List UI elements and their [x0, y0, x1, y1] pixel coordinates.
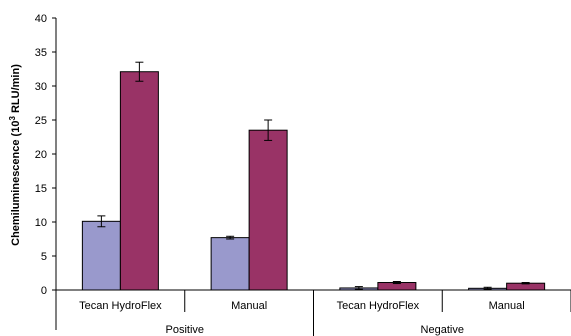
y-tick-label: 35	[35, 47, 47, 59]
y-tick-label: 5	[41, 251, 47, 263]
x-category-label: Manual	[231, 300, 267, 312]
y-tick-label: 25	[35, 115, 47, 127]
y-tick-label: 10	[35, 217, 47, 229]
x-category-label: Tecan HydroFlex	[79, 300, 162, 312]
bar	[82, 221, 120, 290]
x-group-label: Negative	[421, 324, 464, 336]
x-category-label: Tecan HydroFlex	[337, 300, 420, 312]
bar	[211, 238, 249, 290]
y-tick-label: 40	[35, 13, 47, 25]
x-group-label: Positive	[165, 324, 204, 336]
x-category-label: Manual	[489, 300, 525, 312]
y-tick-label: 20	[35, 149, 47, 161]
bar	[249, 130, 287, 290]
y-tick-label: 15	[35, 183, 47, 195]
y-tick-label: 0	[41, 285, 47, 297]
y-axis-label-suffix: RLU/min)	[10, 64, 22, 116]
y-axis-label: Chemiluminescence (103 RLU/min)	[8, 64, 22, 246]
y-axis-label-prefix: Chemiluminescence (10	[10, 121, 22, 246]
plot-area: 0 5 10 15 20 25 30 35 40 Tecan HydroFlex Manual Tec…	[35, 13, 571, 336]
bar	[120, 72, 158, 290]
y-tick-label: 30	[35, 81, 47, 93]
